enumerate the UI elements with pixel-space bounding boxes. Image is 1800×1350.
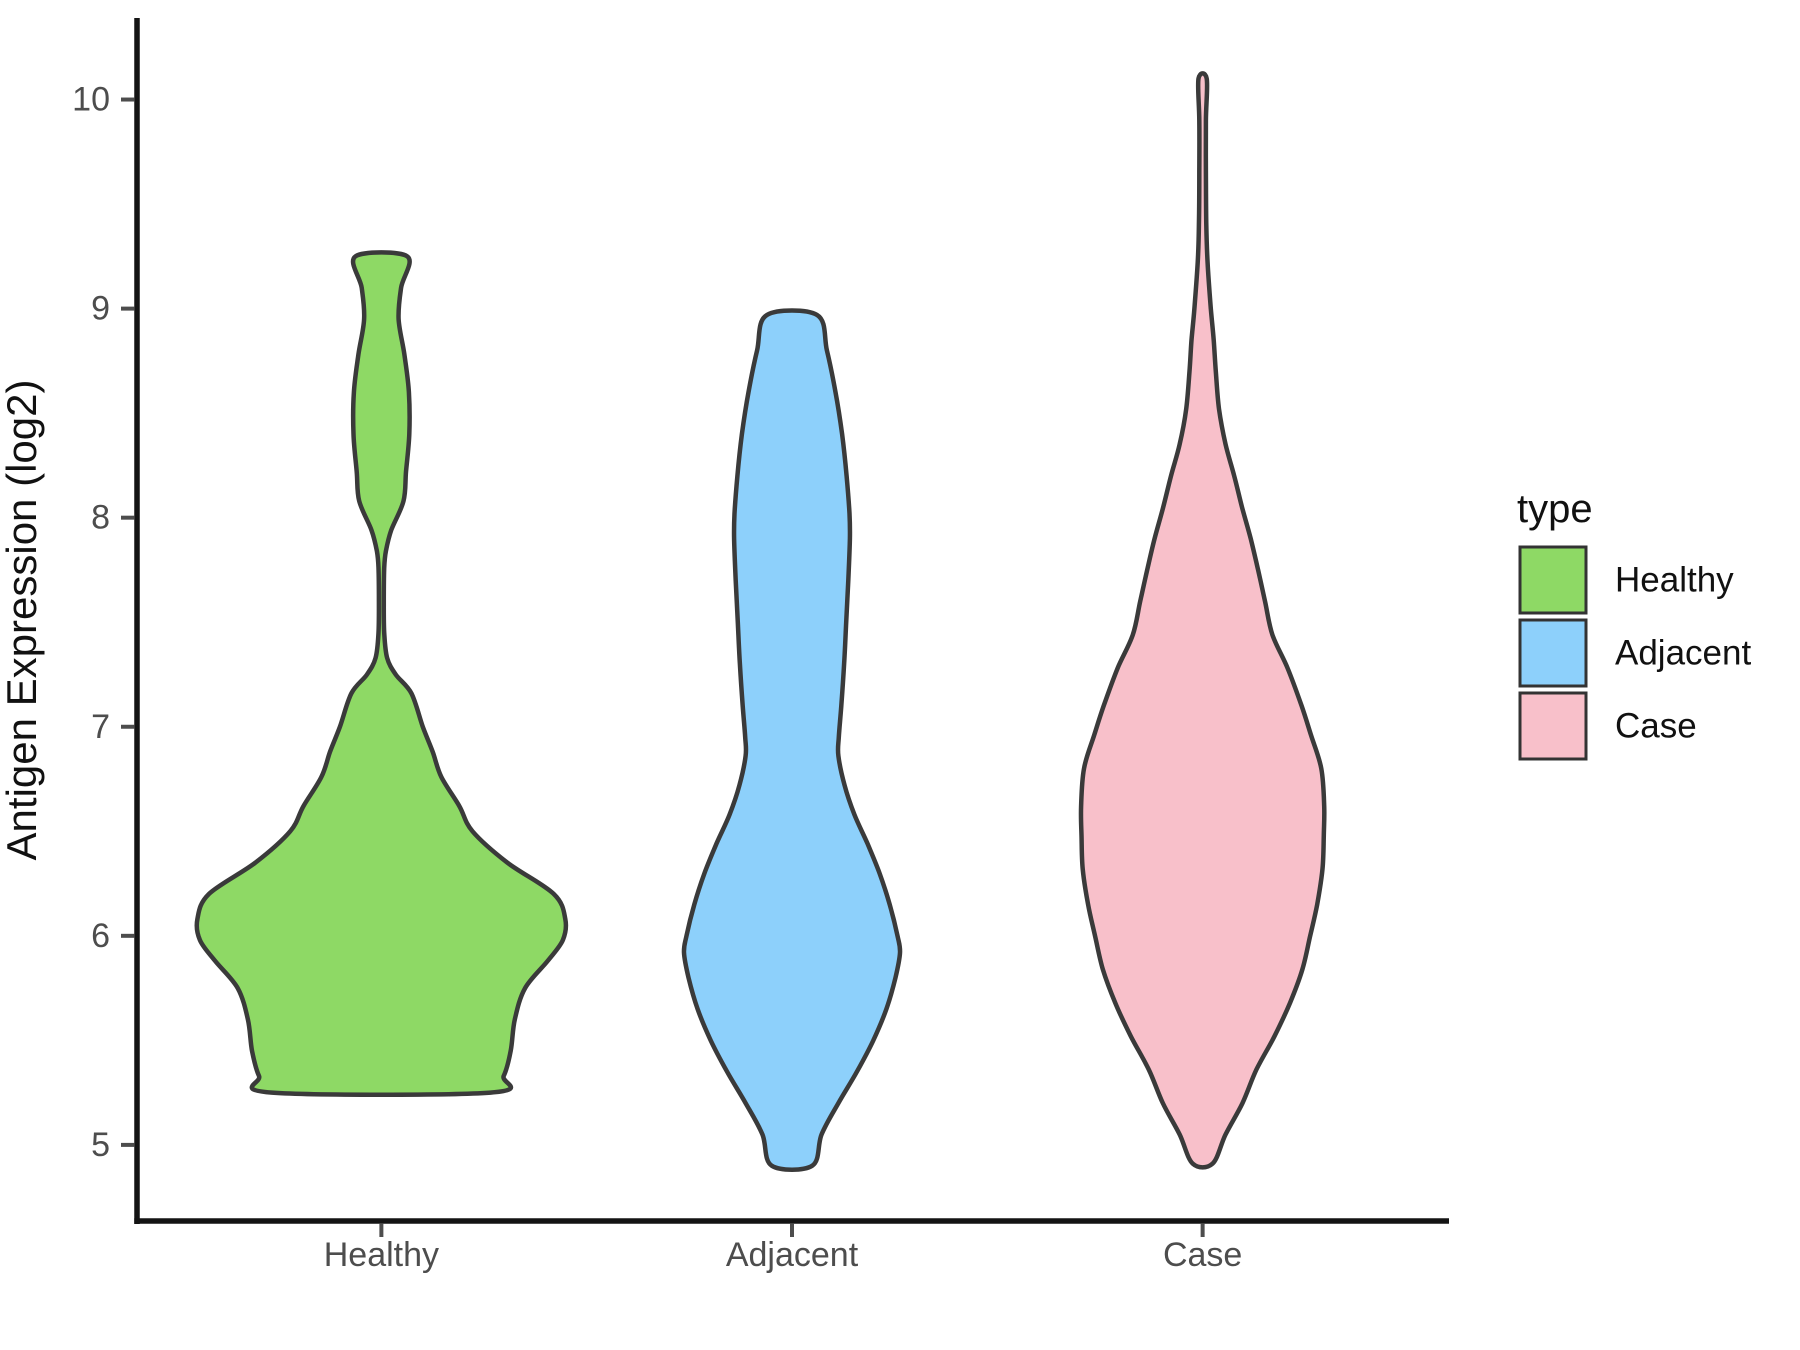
y-tick-label: 7	[91, 708, 110, 746]
x-tick-label-healthy: Healthy	[324, 1236, 439, 1274]
x-tick-label-adjacent: Adjacent	[726, 1236, 859, 1274]
legend-label-healthy: Healthy	[1615, 561, 1734, 600]
y-tick-label: 5	[91, 1126, 110, 1164]
legend-swatch-adjacent	[1518, 618, 1588, 688]
violins-layer	[194, 71, 1327, 1172]
legend-swatch-case	[1518, 691, 1588, 761]
legend-label-adjacent: Adjacent	[1615, 634, 1751, 673]
x-tick-label-case: Case	[1163, 1236, 1242, 1274]
violin-healthy	[194, 250, 569, 1097]
x-tick-labels: Healthy Adjacent Case	[324, 1236, 1243, 1274]
legend-items: Healthy Adjacent Case	[1518, 545, 1751, 761]
y-tick-labels: 5 6 7 8 9 10	[72, 81, 110, 1164]
axes-layer	[121, 18, 1449, 1237]
y-tick-label: 10	[72, 81, 110, 119]
y-tick-label: 6	[91, 917, 110, 955]
violin-adjacent	[681, 308, 903, 1172]
violin-case	[1078, 71, 1327, 1170]
y-axis-title: Antigen Expression (log2)	[0, 380, 45, 861]
legend-swatch-healthy	[1518, 545, 1588, 615]
legend-label-case: Case	[1615, 707, 1697, 746]
y-tick-label: 9	[91, 290, 110, 328]
legend-title: type	[1517, 487, 1593, 531]
legend: type Healthy Adjacent Case	[1517, 487, 1751, 761]
y-tick-label: 8	[91, 499, 110, 537]
